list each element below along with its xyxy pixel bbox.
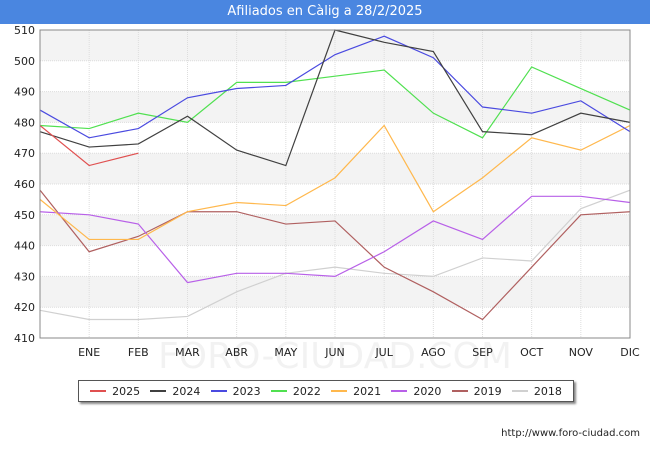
legend-label: 2021 [353, 384, 382, 398]
chart-title: Afiliados en Càlig a 28/2/2025 [0, 0, 650, 24]
y-tick-labels: 410 420 430 440 450 460 470 480 490 500 510 [14, 24, 35, 345]
plot-frame [39, 29, 631, 339]
x-tick-label: MAY [274, 346, 297, 359]
series-line-2021 [39, 124, 631, 241]
legend-label: 2022 [292, 384, 321, 398]
x-tick-label: JUL [374, 346, 393, 359]
legend-swatch [90, 390, 107, 392]
series-lines [39, 29, 631, 321]
legend-label: 2025 [112, 384, 141, 398]
y-tick-label: 490 [14, 86, 35, 99]
y-tick-label: 500 [14, 55, 35, 68]
legend-label: 2024 [172, 384, 201, 398]
x-tick-label: OCT [520, 346, 543, 359]
x-tick-labels: ENE FEB MAR ABR MAY JUN JUL AGO SEP OCT NOV DIC [78, 346, 640, 359]
legend-entry-2022: 2022 [270, 384, 321, 398]
legend-entry-2023: 2023 [210, 384, 261, 398]
series-line-2020 [39, 195, 631, 284]
legend-entry-2025: 2025 [90, 385, 140, 398]
y-tick-label: 510 [14, 24, 35, 37]
x-tick-label: ENE [78, 346, 100, 359]
legend-swatch [150, 390, 167, 392]
legend-entry-2018: 2018 [511, 384, 562, 398]
x-tick-label: AGO [421, 346, 446, 359]
series-line-2019 [39, 189, 631, 321]
series-line-2018 [39, 189, 631, 321]
x-tick-label: MAR [175, 346, 200, 359]
series-line-2025 [39, 125, 139, 167]
y-tick-label: 480 [14, 116, 35, 129]
x-tick-label: DIC [620, 346, 640, 359]
plot-band [40, 30, 630, 61]
y-tick-label: 470 [14, 147, 35, 160]
watermark: FORO-CIUDAD.COM [158, 336, 512, 377]
legend-swatch [391, 390, 408, 392]
y-tick-label: 460 [14, 178, 35, 191]
series-line-2023 [39, 35, 631, 139]
x-tick-label: FEB [128, 346, 149, 359]
legend: 2025 2024 2023 2022 2021 2020 2019 2018 [78, 380, 574, 402]
legend-entry-2019: 2019 [451, 384, 502, 398]
legend-entry-2024: 2024 [150, 385, 200, 398]
x-tick-label: SEP [472, 346, 493, 359]
legend-label: 2018 [533, 384, 562, 398]
x-tick-label: ABR [225, 346, 248, 359]
legend-swatch [270, 390, 287, 392]
legend-swatch [511, 390, 528, 392]
y-tick-label: 450 [14, 209, 35, 222]
y-tick-label: 420 [14, 301, 35, 314]
y-tick-label: 440 [14, 240, 35, 253]
legend-label: 2020 [413, 384, 442, 398]
legend-entry-2020: 2020 [391, 385, 441, 398]
y-tick-label: 430 [14, 270, 35, 283]
legend-label: 2023 [232, 384, 261, 398]
legend-entry-2021: 2021 [331, 385, 381, 398]
legend-swatch [331, 390, 348, 392]
legend-label: 2019 [473, 384, 502, 398]
legend-swatch [210, 390, 227, 392]
legend-swatch [451, 390, 468, 392]
source-link[interactable]: http://www.foro-ciudad.com [501, 428, 640, 439]
x-tick-label: JUN [324, 346, 345, 359]
series-line-2022 [39, 66, 631, 139]
y-tick-label: 410 [14, 332, 35, 345]
x-tick-label: NOV [569, 346, 594, 359]
